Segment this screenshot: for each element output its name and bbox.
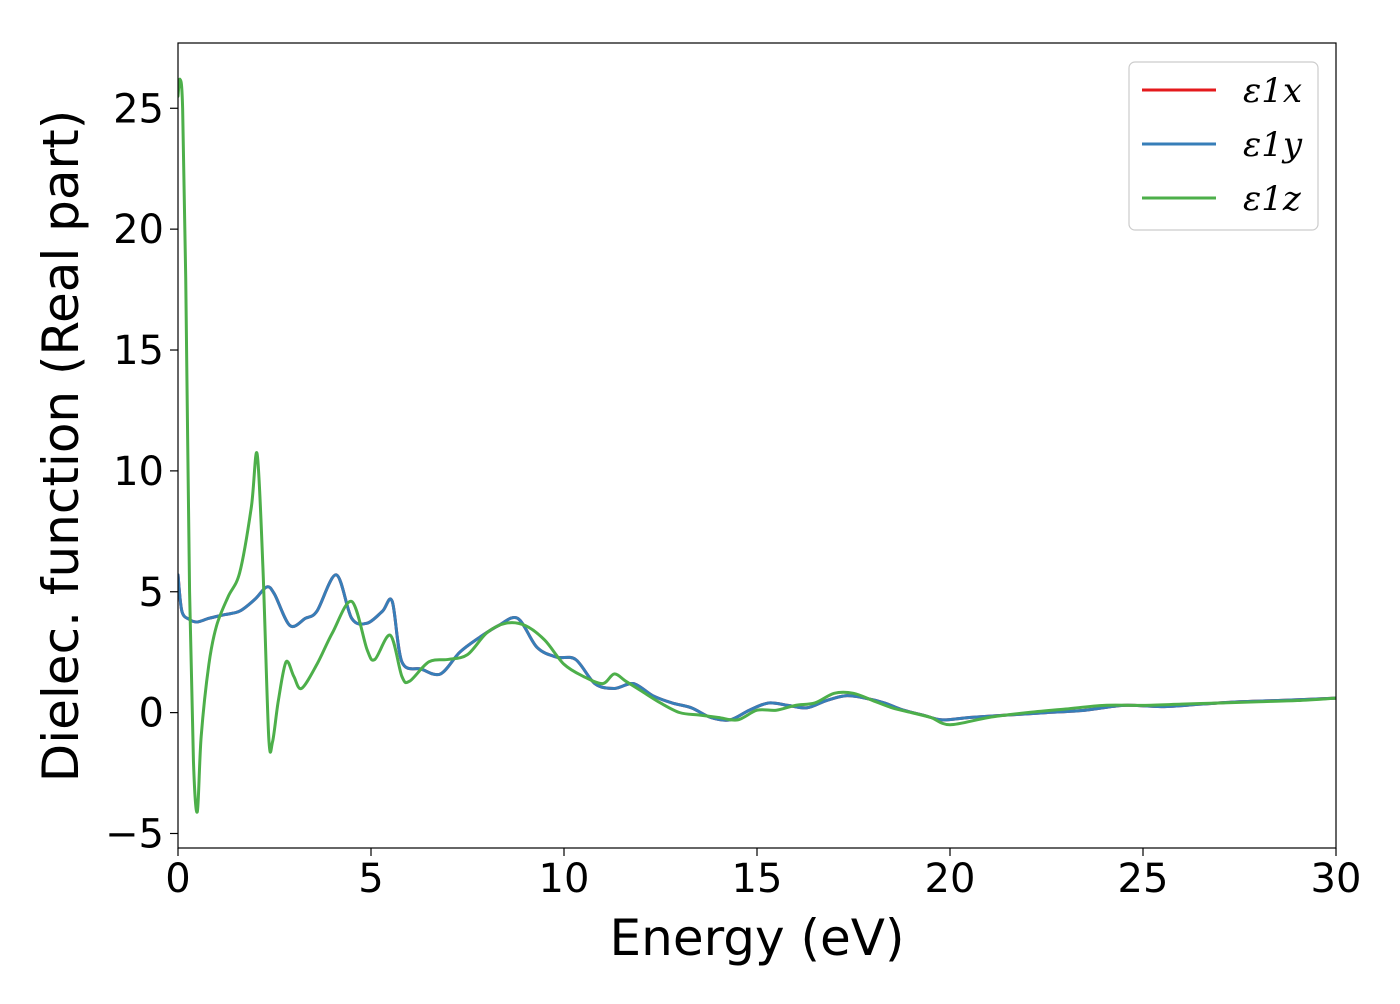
- x-tick-label: 0: [165, 856, 190, 902]
- legend: ε1x ε1y ε1z: [1128, 61, 1319, 231]
- y-tick-label: 10: [113, 449, 164, 495]
- x-tick-label: 10: [539, 856, 590, 902]
- y-tick-label: 5: [139, 570, 164, 616]
- y-axis-title: Dielec. function (Real part): [32, 110, 90, 782]
- x-tick-label: 25: [1118, 856, 1169, 902]
- y-tick-label: −5: [105, 811, 164, 857]
- legend-label-2: ε1y: [1243, 125, 1303, 165]
- series-line-2: [178, 573, 1336, 722]
- y-axis: −5 0 5 10 15 20 25: [105, 86, 178, 857]
- legend-frame: [1128, 61, 1319, 231]
- x-tick-label: 15: [732, 856, 783, 902]
- x-tick-label: 5: [358, 856, 383, 902]
- y-tick-label: 25: [113, 86, 164, 132]
- y-tick-label: 0: [139, 691, 164, 737]
- legend-label-1: ε1x: [1243, 71, 1302, 111]
- series-line-3: [178, 77, 1336, 814]
- legend-label-3: ε1z: [1243, 179, 1302, 219]
- x-axis: 0 5 10 15 20 25 30: [165, 848, 1361, 902]
- x-tick-label: 20: [925, 856, 976, 902]
- y-tick-label: 20: [113, 207, 164, 253]
- y-tick-label: 15: [113, 328, 164, 374]
- x-axis-title: Energy (eV): [610, 909, 905, 967]
- series-layer: [178, 77, 1336, 814]
- x-tick-label: 30: [1311, 856, 1362, 902]
